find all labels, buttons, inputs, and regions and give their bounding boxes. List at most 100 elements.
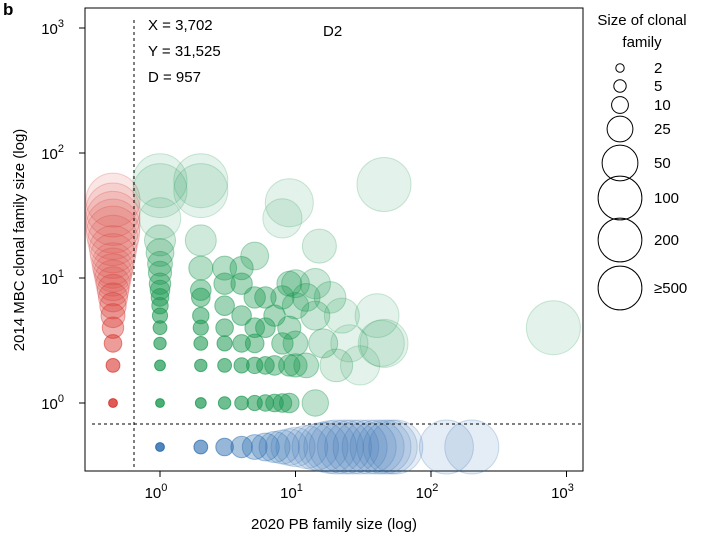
data-point-both xyxy=(244,333,265,354)
data-point-both xyxy=(132,153,188,209)
data-point-y-only xyxy=(87,214,139,267)
legend-title: Size of clonal xyxy=(597,12,686,29)
data-point-x-only xyxy=(341,419,397,475)
data-point-both xyxy=(184,224,217,257)
data-point-y-only xyxy=(85,182,141,238)
data-point-x-only xyxy=(258,431,291,463)
data-point-x-only xyxy=(303,420,357,474)
y-count-annotation: Y = 31,525 xyxy=(148,43,221,60)
data-point-both xyxy=(144,224,176,257)
data-point-both xyxy=(194,397,207,409)
data-point-both xyxy=(214,295,235,317)
data-point-both xyxy=(301,228,337,264)
data-point-both xyxy=(359,318,409,368)
data-point-y-only xyxy=(88,225,138,274)
data-point-both xyxy=(356,157,412,212)
data-point-y-only xyxy=(94,259,132,297)
data-point-both xyxy=(299,268,331,300)
data-point-both xyxy=(230,272,253,295)
data-point-x-only xyxy=(251,432,280,462)
data-point-both xyxy=(308,328,339,359)
data-point-x-only xyxy=(241,434,268,460)
data-point-y-only xyxy=(85,205,141,261)
legend-size-label: 50 xyxy=(654,155,671,172)
legend-size-circle xyxy=(613,79,627,93)
data-point-both xyxy=(277,315,302,340)
data-point-both xyxy=(240,241,270,271)
legend-size-label: 100 xyxy=(654,190,679,207)
data-point-y-only xyxy=(105,358,121,373)
size-legend: 25 10 25 50 100 200 ≥500 xyxy=(597,60,687,311)
data-point-both xyxy=(215,318,234,338)
y-axis-ticks: 100 101 102 103 xyxy=(41,18,85,413)
data-point-both xyxy=(291,283,321,312)
legend-size-label: 5 xyxy=(654,78,662,95)
data-point-both xyxy=(300,300,331,331)
data-point-both xyxy=(217,358,233,373)
data-point-x-only xyxy=(297,421,349,473)
data-point-y-only xyxy=(96,273,130,307)
data-point-both xyxy=(293,352,320,379)
data-point-x-only xyxy=(284,425,329,469)
data-point-x-only xyxy=(332,419,388,475)
legend-size-circle xyxy=(615,63,625,73)
y-axis-label: 2014 MBC clonal family size (log) xyxy=(11,129,28,352)
data-point-both xyxy=(188,255,214,281)
data-point-x-only xyxy=(362,419,418,475)
data-point-x-only xyxy=(324,419,380,475)
legend-size-circle xyxy=(597,175,643,221)
data-point-both xyxy=(194,358,208,373)
x-tick-label: 100 xyxy=(145,482,168,502)
plot-frame xyxy=(84,7,584,472)
data-point-both xyxy=(276,270,303,297)
x-tick-label: 102 xyxy=(416,482,439,502)
data-point-y-only xyxy=(85,198,141,254)
data-point-both xyxy=(301,389,329,417)
data-point-both xyxy=(152,320,168,336)
data-point-y-only xyxy=(91,242,135,286)
d-count-annotation: D = 957 xyxy=(148,69,201,86)
data-point-both xyxy=(282,330,309,357)
data-point-both xyxy=(173,163,229,219)
data-point-both xyxy=(232,334,251,353)
data-point-y-only xyxy=(93,253,133,293)
legend-size-label: 10 xyxy=(654,97,671,114)
data-point-both xyxy=(255,317,276,339)
data-point-both xyxy=(264,178,314,228)
data-point-both xyxy=(147,250,173,277)
data-point-y-only xyxy=(85,172,141,228)
data-point-y-only xyxy=(101,316,125,339)
data-point-x-only xyxy=(418,419,474,475)
data-point-both xyxy=(147,260,173,285)
y-tick-label: 102 xyxy=(41,143,64,163)
x-axis-label: 2020 PB family size (log) xyxy=(251,516,417,533)
data-point-both xyxy=(354,293,400,339)
legend-size-circle xyxy=(611,96,629,114)
data-point-both xyxy=(243,286,266,309)
x-tick-label: 103 xyxy=(551,482,574,502)
data-point-both xyxy=(132,163,188,219)
data-point-both xyxy=(270,285,295,310)
x-count-annotation: X = 3,702 xyxy=(148,17,213,34)
data-point-x-only xyxy=(230,435,253,459)
y-tick-label: 103 xyxy=(41,18,64,38)
legend-size-label: ≥500 xyxy=(654,280,687,297)
legend-size-label: 2 xyxy=(654,60,662,77)
data-point-both xyxy=(254,286,277,309)
legend-size-circle xyxy=(597,217,643,263)
data-point-both xyxy=(279,392,300,414)
data-point-y-only xyxy=(108,398,118,408)
data-point-both xyxy=(193,336,209,351)
data-point-y-only xyxy=(103,334,123,353)
data-point-both xyxy=(319,348,354,383)
data-point-y-only xyxy=(99,292,127,320)
data-point-both xyxy=(262,198,303,239)
data-point-both xyxy=(313,281,347,314)
data-point-both xyxy=(153,336,167,351)
y-tick-label: 101 xyxy=(41,268,64,288)
legend-size-circle xyxy=(597,265,643,311)
data-point-both xyxy=(246,394,263,412)
data-point-both xyxy=(340,345,381,386)
data-point-both xyxy=(173,153,229,209)
data-point-both xyxy=(192,319,209,336)
